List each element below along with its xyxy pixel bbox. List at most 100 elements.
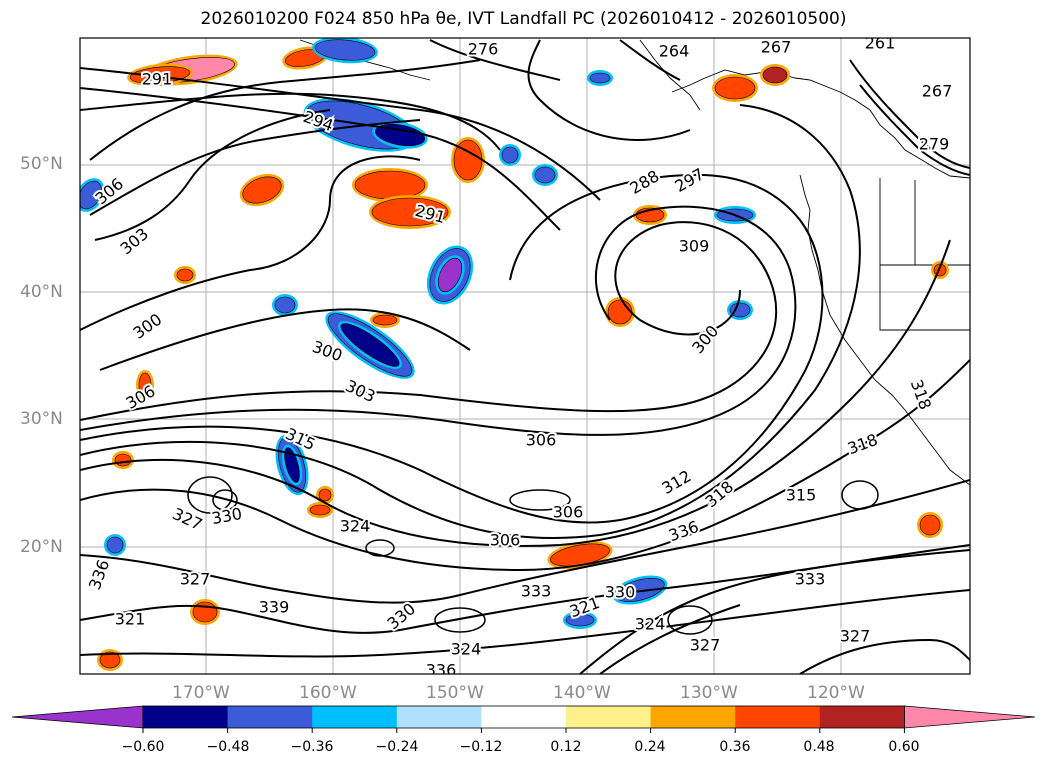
colorbar-tick-label: −0.60 [121,739,165,755]
contour-label: 330 [605,583,636,602]
contour-line [599,604,741,674]
contour-loop [187,476,233,514]
contour-loop [841,480,879,510]
contour-label: 327 [690,636,721,655]
colorbar-segment [481,706,567,728]
contour-loop [365,539,395,557]
contour-line [80,104,861,539]
map-title: 2026010200 F024 850 hPa θe, IVT Landfall… [200,9,847,29]
pc-shading-blob [565,613,595,627]
contour-line [80,479,970,604]
contour-line [80,173,824,524]
contour-line [80,87,561,231]
contour-label: 327 [840,627,871,646]
contour-line [799,638,970,674]
contour-line [619,39,681,81]
colorbar-segment [396,706,482,728]
contour-line [80,239,951,547]
contour-line [80,205,797,436]
colorbar-tick-label: −0.24 [375,739,419,755]
contour-line [94,109,331,241]
pc-shading-blob [372,314,398,326]
lat-label-20n: 20°N [20,537,63,557]
contour-line [80,92,501,151]
colorbar-extend-max [904,705,1036,729]
contour-label: 315 [786,486,817,505]
contour-label: 261 [865,34,896,53]
contour-line [89,119,421,216]
contour-line [80,221,778,421]
pc-shading-blob [106,536,124,554]
pc-shading-blob [138,372,152,398]
contour-label: 324 [635,615,666,634]
contour-label: 306 [526,431,557,450]
lon-label-120w: 120°W [807,683,865,703]
lon-label-150w: 150°W [426,683,484,703]
contour-line [80,544,970,634]
lat-label-40n: 40°N [20,282,63,302]
pc-shading-blob [284,447,300,483]
pc-shading-blob [99,651,121,669]
contour-loop [212,489,238,511]
pc-shading-blob [314,39,376,61]
pc-shading-blob [714,76,756,100]
pc-shading-blob [371,197,449,227]
colorbar-tick-label: 0.36 [719,739,751,755]
colorbar-segment [735,706,821,728]
contour-label: 306 [553,503,584,522]
contour-label: 333 [795,570,826,589]
contour-loop [667,605,713,635]
colorbar-segment [650,706,736,728]
contour-label: 324 [451,640,482,659]
lon-label-130w: 130°W [680,683,738,703]
colorbar [11,705,1036,733]
pc-shading-blob [729,302,751,318]
colorbar-tick-label: 0.60 [888,739,920,755]
pc-shading-blob [354,170,426,200]
contour-label: 339 [259,598,290,617]
contour-line [80,359,970,572]
pc-shading-blob [919,514,941,536]
contour-label: 267 [922,82,953,101]
pc-shading-blob [607,299,633,325]
coastline [299,39,970,486]
contour-line [579,549,970,674]
contour-label: 291 [142,70,173,89]
lon-label-140w: 140°W [553,683,611,703]
contour-line [89,59,481,161]
pc-shading-blob [274,296,296,314]
contour-line [527,39,691,141]
colorbar-tick-label: −0.12 [459,739,503,755]
colorbar-segment [143,706,229,728]
colorbar-extend-min [11,705,144,729]
pc-shading-blob [615,578,665,602]
pc-shading-blob [192,601,218,623]
pc-shading-blob [762,66,788,84]
map-frame [79,37,971,675]
colorbar-segment [312,706,398,728]
contour-label: 336 [426,661,457,680]
contour-label: 309 [679,237,710,256]
pc-shading-blob [375,123,425,147]
contour-line [429,39,561,81]
contour-label: 279 [919,135,950,154]
contour-line [859,84,970,176]
colorbar-tick-label: −0.36 [290,739,334,755]
contour-line [80,67,601,201]
contour-line [80,589,970,658]
contour-label: 327 [180,570,211,589]
colorbar-tick-label: 0.48 [803,739,835,755]
pc-shading-blob [242,176,282,204]
colorbar-segment [819,706,905,728]
colorbar-segment [227,706,313,728]
pc-shading-blob [80,180,102,210]
pc-shading-blob [501,146,519,164]
pc-shading [80,38,949,671]
pc-shading-blob [534,166,556,184]
contour-label: 321 [115,610,146,629]
pc-shading-blob [114,453,132,467]
contour-line [80,155,421,331]
contour-label: 267 [761,38,792,57]
contour-label: 276 [468,40,499,59]
